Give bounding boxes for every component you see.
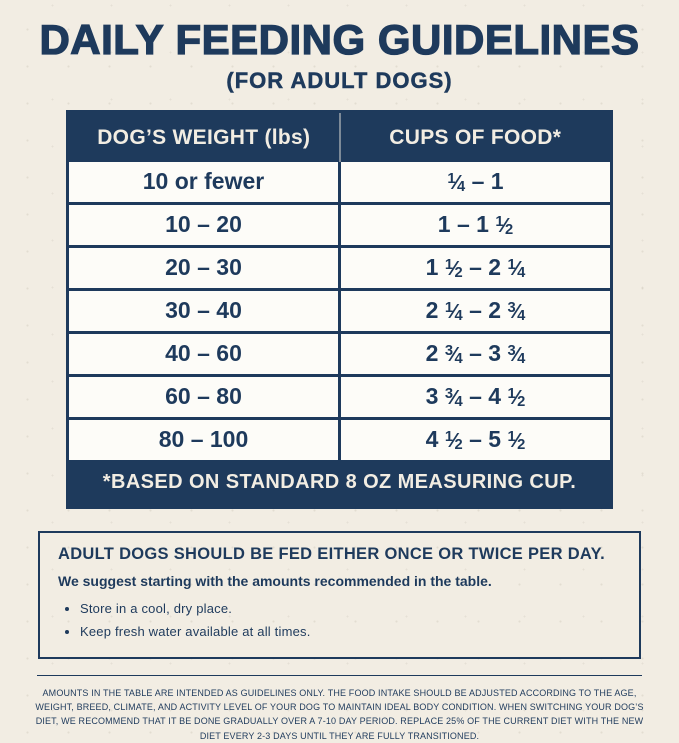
table-row: 80 – 100 4 1⁄2 – 5 1⁄2 xyxy=(69,417,610,460)
table-row: 10 or fewer 1⁄4 – 1 xyxy=(69,162,610,202)
cups-cell: 2 3⁄4 – 3 3⁄4 xyxy=(341,334,610,374)
advice-bullet-water: Keep fresh water available at all times. xyxy=(80,621,621,644)
feeding-table: DOG’S WEIGHT (lbs) CUPS OF FOOD* 10 or f… xyxy=(66,110,613,509)
table-row: 40 – 60 2 3⁄4 – 3 3⁄4 xyxy=(69,331,610,374)
feeding-advice-box: ADULT DOGS SHOULD BE FED EITHER ONCE OR … xyxy=(38,531,641,659)
table-row: 10 – 20 1 – 1 1⁄2 xyxy=(69,202,610,245)
cups-cell: 1 1⁄2 – 2 1⁄4 xyxy=(341,248,610,288)
advice-bullet-storage: Store in a cool, dry place. xyxy=(80,598,621,621)
weight-cell: 20 – 30 xyxy=(69,248,341,288)
page-title: DAILY FEEDING GUIDELINES xyxy=(0,16,679,64)
weight-cell: 60 – 80 xyxy=(69,377,341,417)
page-subtitle: (FOR ADULT DOGS) xyxy=(0,68,679,94)
table-footnote: *BASED ON STANDARD 8 OZ MEASURING CUP. xyxy=(69,460,610,506)
weight-cell: 30 – 40 xyxy=(69,291,341,331)
cups-cell: 2 1⁄4 – 2 3⁄4 xyxy=(341,291,610,331)
weight-cell: 10 or fewer xyxy=(69,162,341,202)
feeding-guidelines-panel: DAILY FEEDING GUIDELINES (FOR ADULT DOGS… xyxy=(0,0,679,679)
table-header-row: DOG’S WEIGHT (lbs) CUPS OF FOOD* xyxy=(69,113,610,162)
advice-subheading: We suggest starting with the amounts rec… xyxy=(58,573,621,589)
column-header-dog-weight: DOG’S WEIGHT (lbs) xyxy=(69,113,341,162)
advice-heading: ADULT DOGS SHOULD BE FED EITHER ONCE OR … xyxy=(58,545,621,564)
column-header-cups-of-food: CUPS OF FOOD* xyxy=(341,113,611,162)
weight-cell: 40 – 60 xyxy=(69,334,341,374)
fine-print-disclaimer: AMOUNTS IN THE TABLE ARE INTENDED AS GUI… xyxy=(31,686,649,743)
cups-cell: 3 3⁄4 – 4 1⁄2 xyxy=(341,377,610,417)
table-row: 20 – 30 1 1⁄2 – 2 1⁄4 xyxy=(69,245,610,288)
divider xyxy=(37,675,642,676)
weight-cell: 10 – 20 xyxy=(69,205,341,245)
weight-cell: 80 – 100 xyxy=(69,420,341,460)
table-row: 30 – 40 2 1⁄4 – 2 3⁄4 xyxy=(69,288,610,331)
advice-bullet-list: Store in a cool, dry place. Keep fresh w… xyxy=(80,598,621,644)
cups-cell: 4 1⁄2 – 5 1⁄2 xyxy=(341,420,610,460)
cups-cell: 1 – 1 1⁄2 xyxy=(341,205,610,245)
cups-cell: 1⁄4 – 1 xyxy=(341,162,610,202)
table-row: 60 – 80 3 3⁄4 – 4 1⁄2 xyxy=(69,374,610,417)
